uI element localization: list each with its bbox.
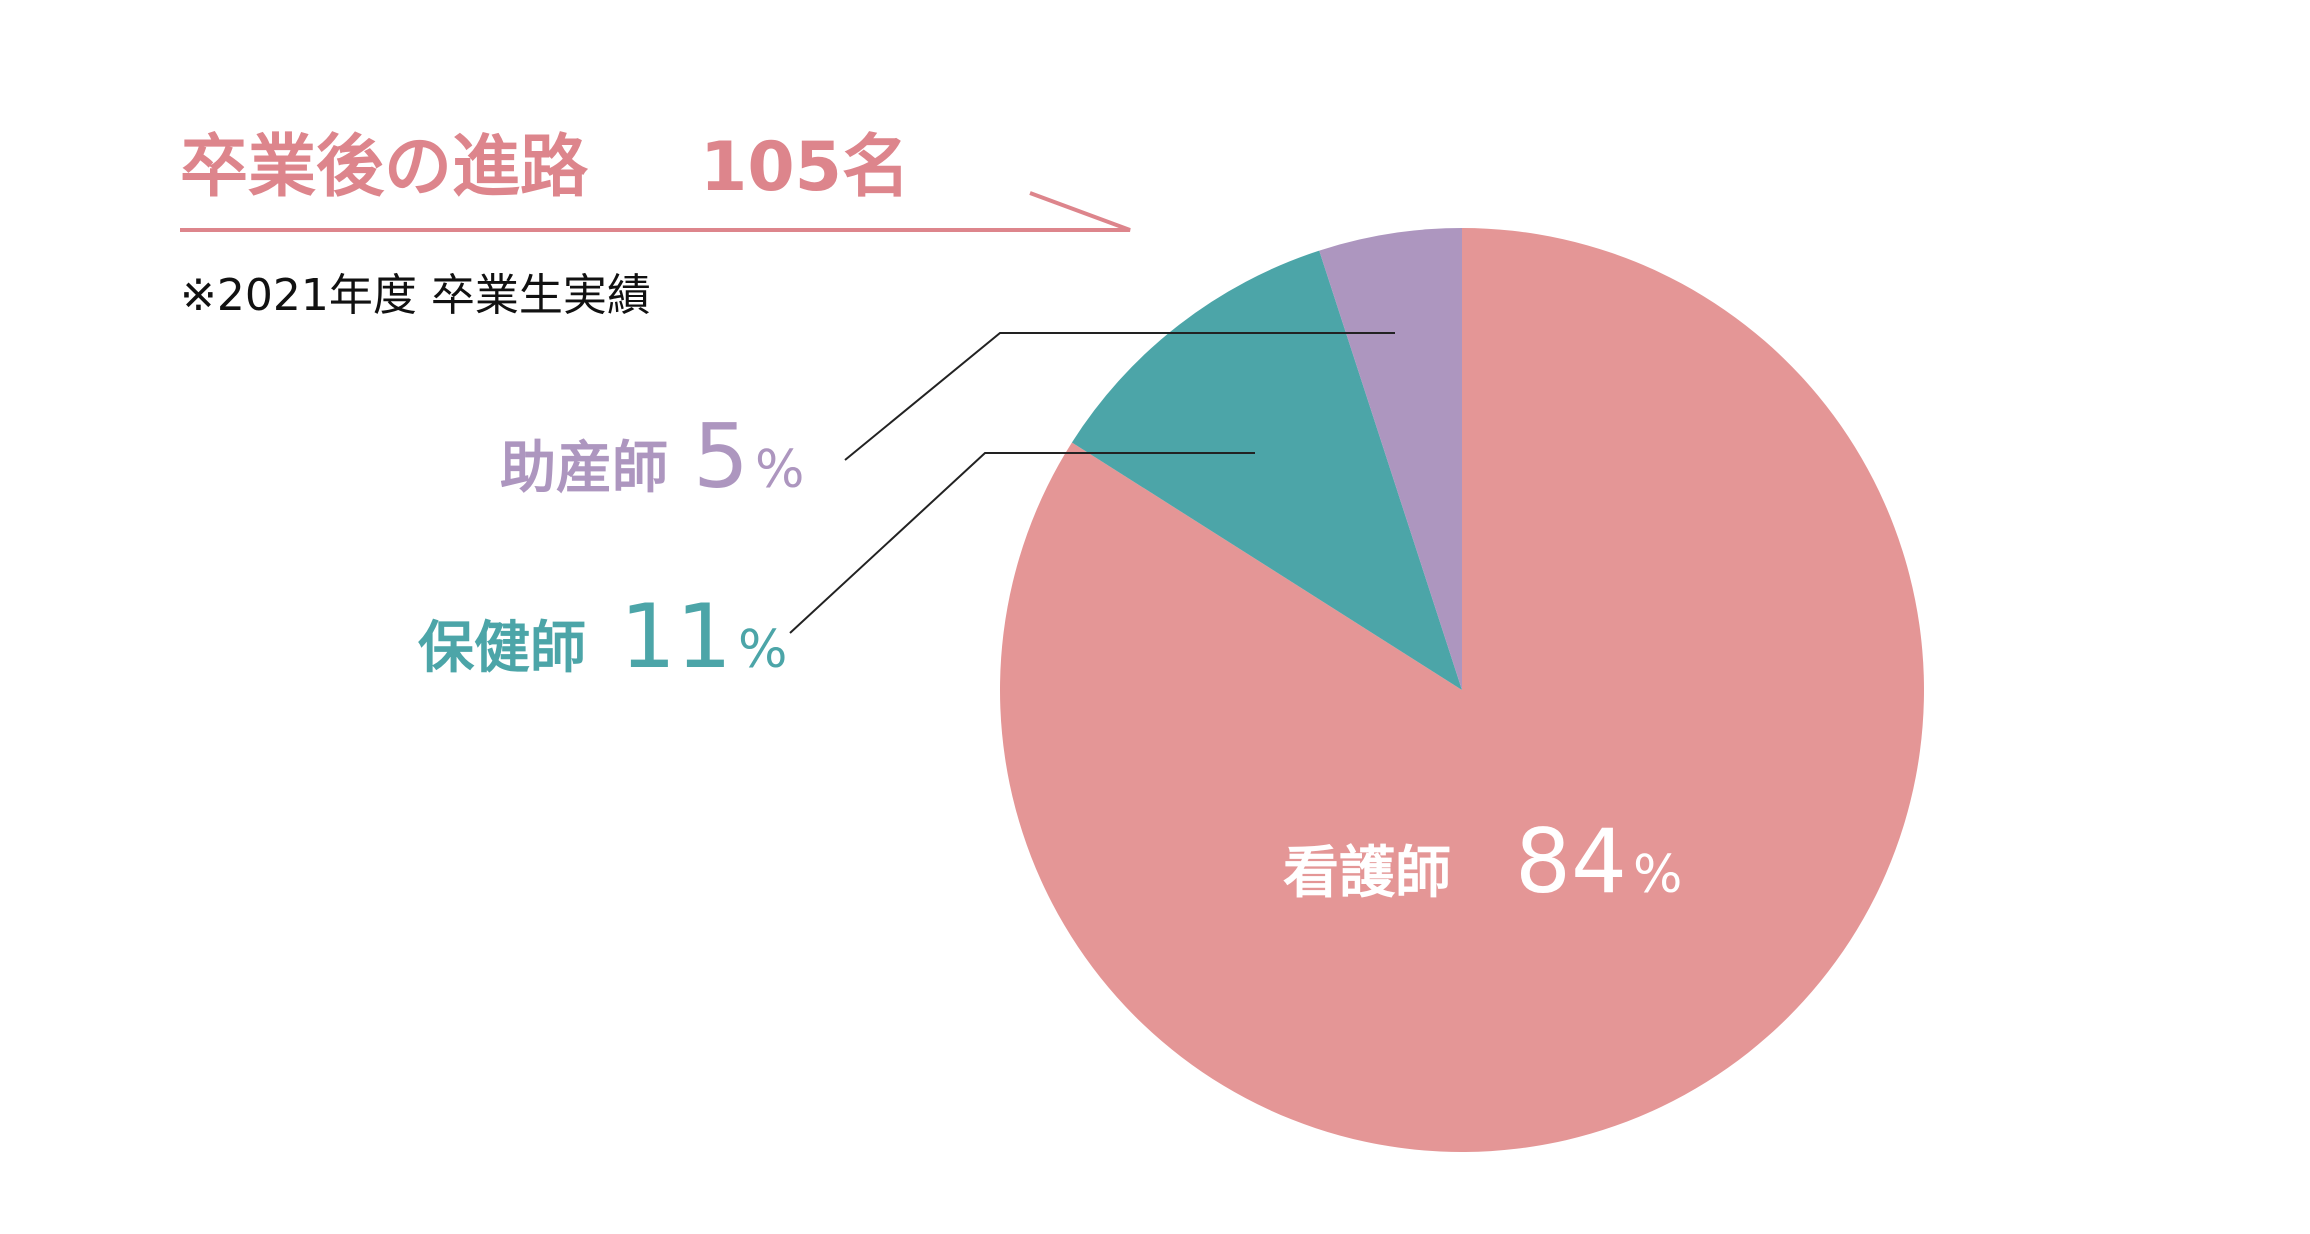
slice-label-hokenshi-name: 保健師 [418, 616, 586, 681]
chart-title: 卒業後の進路 [180, 128, 589, 207]
slice-label-kangoshi-name: 看護師 [1283, 841, 1451, 906]
slice-label-josanshi: 助産師 5% [500, 405, 804, 508]
pie-slice-kangoshi [1000, 228, 1925, 1152]
pie-slice-hokenshi [1071, 250, 1462, 691]
leader-line-hokenshi [789, 452, 1255, 634]
chart-total: 105名 [700, 128, 910, 207]
slice-label-kangoshi: 看護師 84% [1283, 810, 1682, 913]
slice-label-josanshi-name: 助産師 [500, 436, 668, 501]
chart-note: ※2021年度 卒業生実績 [180, 270, 651, 321]
pie-slices [1000, 228, 1925, 1152]
slice-label-josanshi-value: 5% [693, 405, 804, 508]
chart-header: 卒業後の進路 105名 ※2021年度 卒業生実績 [180, 128, 1131, 321]
title-underline-arrow [180, 191, 1131, 232]
slice-label-kangoshi-value: 84% [1515, 810, 1682, 913]
pie-slice-josanshi [1319, 228, 1462, 690]
slice-label-hokenshi-value: 11% [620, 585, 787, 688]
slice-label-hokenshi: 保健師 11% [418, 585, 787, 688]
leader-line-josanshi [844, 332, 1395, 461]
